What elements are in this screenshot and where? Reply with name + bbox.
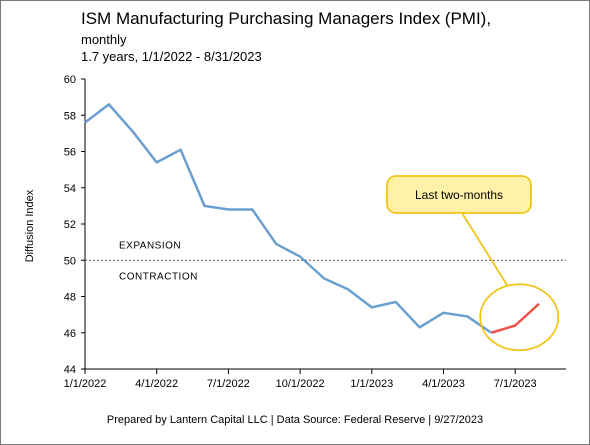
callout-pointer bbox=[461, 212, 508, 286]
data-point bbox=[299, 255, 301, 257]
chart-subtitle: monthly bbox=[81, 32, 127, 47]
data-point bbox=[203, 205, 205, 207]
data-point bbox=[108, 103, 110, 105]
data-point bbox=[84, 121, 86, 123]
series-line-last-two-months bbox=[490, 302, 540, 334]
data-point bbox=[466, 315, 468, 317]
x-tick-label: 10/1/2022 bbox=[276, 378, 325, 390]
footer-source: Prepared by Lantern Capital LLC | Data S… bbox=[106, 414, 484, 426]
reference-line-group: EXPANSION CONTRACTION bbox=[85, 240, 566, 282]
data-point bbox=[538, 303, 540, 305]
y-tick-label: 58 bbox=[64, 110, 76, 122]
data-point bbox=[418, 326, 420, 328]
y-tick-label: 46 bbox=[64, 328, 76, 340]
chart-date-range: 1.7 years, 1/1/2022 - 8/31/2023 bbox=[81, 49, 262, 64]
y-tick-label: 52 bbox=[64, 219, 76, 231]
y-tick-label: 48 bbox=[64, 292, 76, 304]
x-tick-label: 1/1/2023 bbox=[350, 378, 393, 390]
y-tick-label: 54 bbox=[64, 183, 76, 195]
data-point bbox=[395, 301, 397, 303]
contraction-label: CONTRACTION bbox=[119, 271, 198, 282]
data-point bbox=[347, 288, 349, 290]
data-point bbox=[514, 324, 516, 326]
data-point bbox=[156, 161, 158, 163]
data-point bbox=[490, 332, 492, 334]
data-point bbox=[132, 130, 134, 132]
x-tick-label: 7/1/2023 bbox=[494, 378, 537, 390]
data-point bbox=[179, 148, 181, 150]
data-point bbox=[275, 243, 277, 245]
data-point bbox=[442, 312, 444, 314]
x-tick-label: 1/1/2022 bbox=[64, 378, 107, 390]
x-tick-label: 4/1/2023 bbox=[422, 378, 465, 390]
callout-text: Last two-months bbox=[415, 188, 503, 202]
y-tick-label: 50 bbox=[64, 255, 76, 267]
data-point bbox=[371, 306, 373, 308]
y-tick-label: 56 bbox=[64, 147, 76, 159]
series-line-main bbox=[84, 103, 493, 334]
x-tick-label: 4/1/2022 bbox=[135, 378, 178, 390]
y-axis-label: Diffusion Index bbox=[24, 189, 36, 262]
y-tick-label: 60 bbox=[64, 74, 76, 86]
data-point bbox=[227, 208, 229, 210]
data-point bbox=[251, 208, 253, 210]
callout-box bbox=[386, 175, 532, 214]
series-group bbox=[84, 103, 540, 334]
x-tick-label: 7/1/2022 bbox=[207, 378, 250, 390]
data-point bbox=[323, 277, 325, 279]
annotation-group: Last two-months bbox=[386, 175, 560, 352]
expansion-label: EXPANSION bbox=[119, 240, 181, 251]
y-tick-label: 44 bbox=[64, 364, 76, 376]
chart-axes: 44 46 48 50 52 54 56 58 60 1/1/2022 4/1/2022 7/1/20… bbox=[64, 74, 566, 390]
chart-title: ISM Manufacturing Purchasing Managers In… bbox=[81, 9, 492, 28]
highlight-ellipse bbox=[479, 283, 560, 352]
